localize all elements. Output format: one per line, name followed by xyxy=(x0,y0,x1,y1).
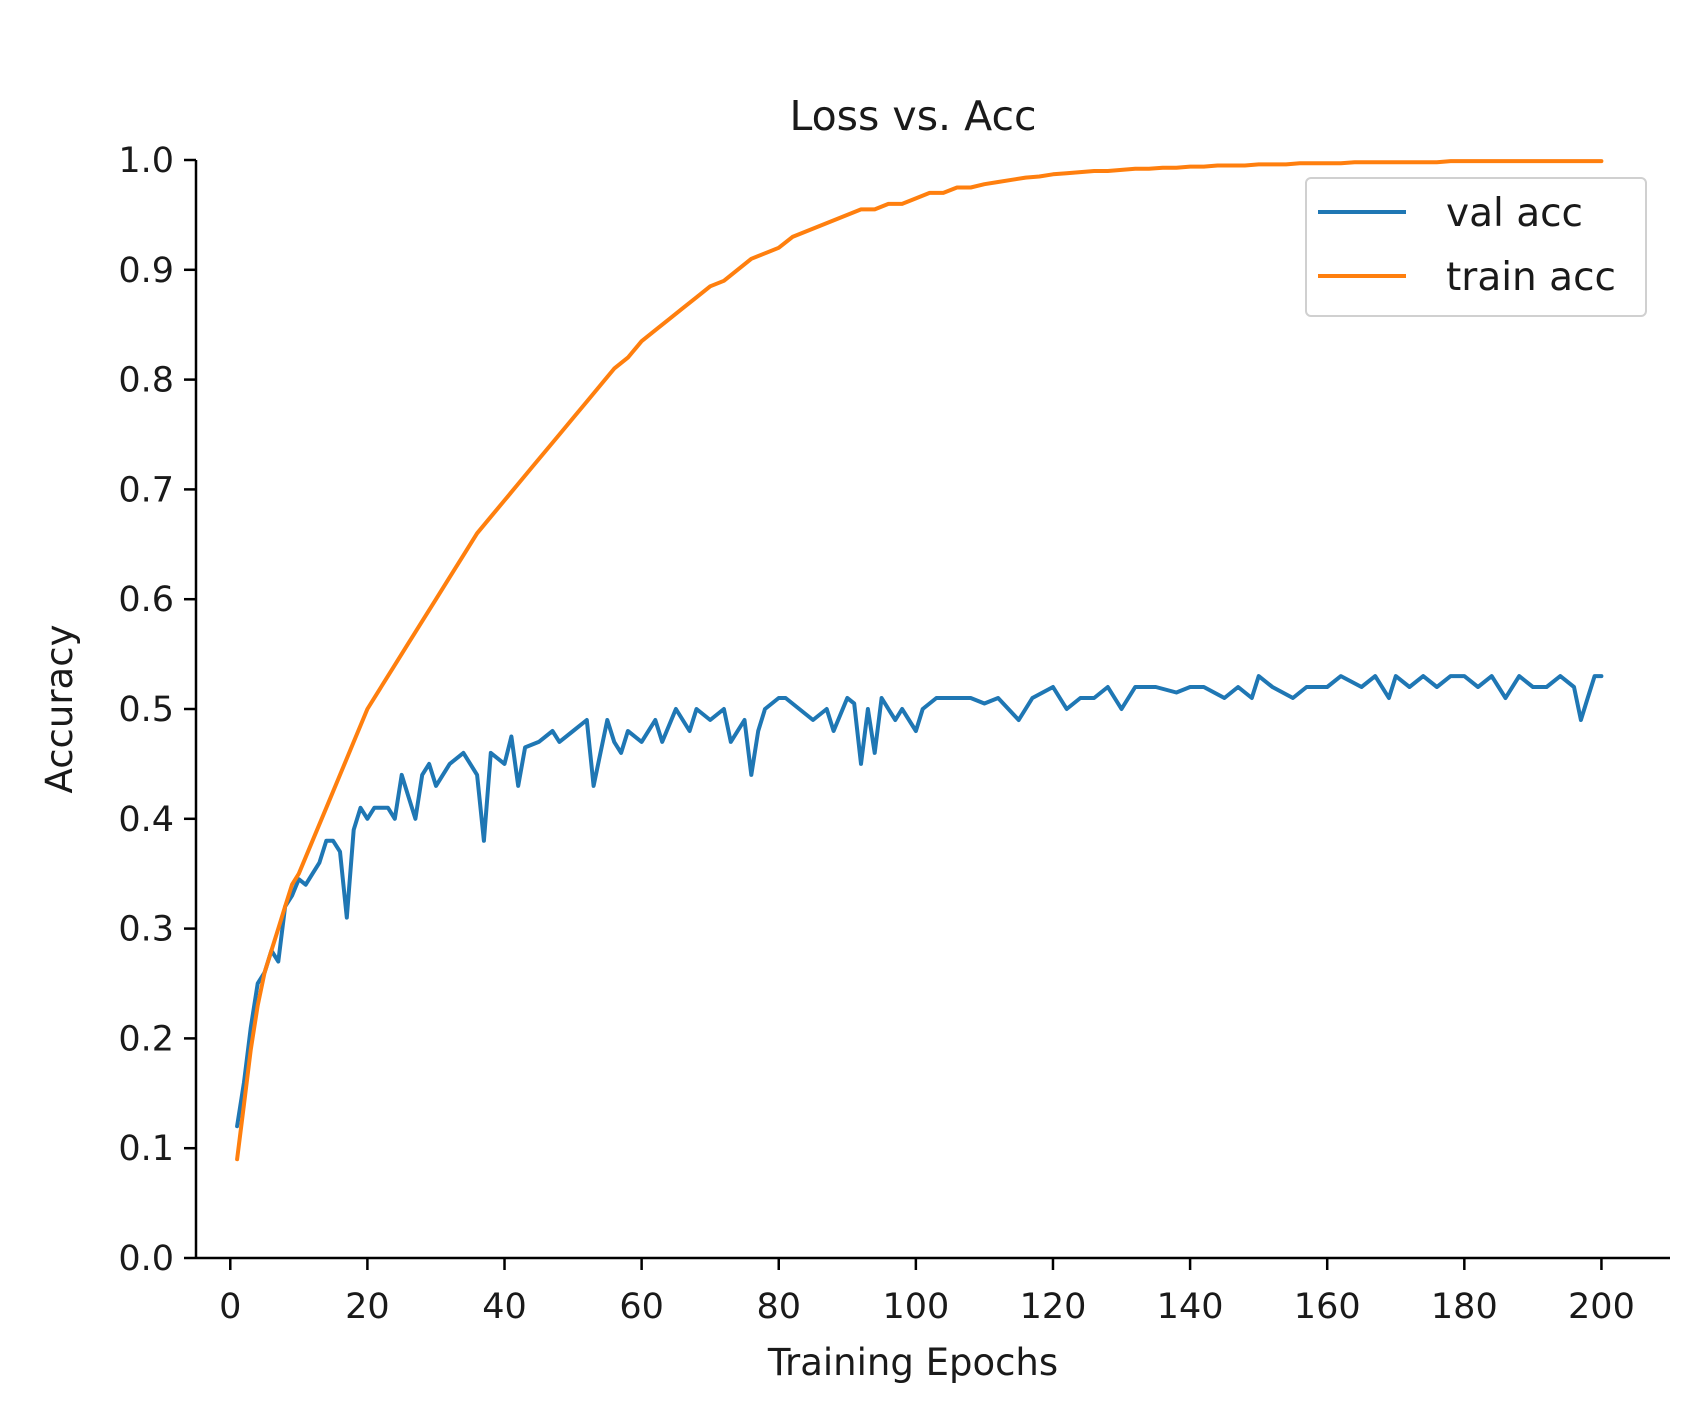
y-tick-label: 0.4 xyxy=(118,800,174,840)
series-group xyxy=(235,159,1604,1162)
x-tick-label: 40 xyxy=(482,1287,527,1327)
y-tick-label: 0.9 xyxy=(118,251,174,291)
x-tick-label: 180 xyxy=(1431,1287,1498,1327)
x-tick-label: 120 xyxy=(1020,1287,1087,1327)
chart-title: Loss vs. Acc xyxy=(789,92,1036,140)
y-tick-label: 0.6 xyxy=(118,580,174,620)
x-tick-label: 0 xyxy=(219,1287,241,1327)
y-axis: 0.0 0.1 0.2 0.3 0.4 0.5 0.6 0.7 0.8 0.9 1.0 xyxy=(118,141,198,1279)
y-tick-label: 0.3 xyxy=(118,910,174,950)
series-line-val-acc xyxy=(235,674,1604,1129)
x-tick-label: 140 xyxy=(1157,1287,1224,1327)
x-tick-label: 200 xyxy=(1568,1287,1635,1327)
x-tick-label: 160 xyxy=(1294,1287,1361,1327)
legend-label-val-acc: val acc xyxy=(1446,191,1583,236)
y-tick-label: 0.1 xyxy=(118,1129,174,1169)
y-tick-label: 1.0 xyxy=(118,141,174,181)
x-axis-label: Training Epochs xyxy=(767,1341,1058,1384)
x-tick-label: 100 xyxy=(882,1287,949,1327)
y-tick-label: 0.7 xyxy=(118,470,174,510)
x-tick-label: 20 xyxy=(345,1287,390,1327)
y-tick-label: 0.8 xyxy=(118,361,174,401)
y-tick-label: 0.2 xyxy=(118,1019,174,1059)
y-axis-label: Accuracy xyxy=(38,625,81,794)
legend-label-train-acc: train acc xyxy=(1446,255,1616,300)
x-axis: 0 20 40 60 80 100 120 140 160 180 200 xyxy=(196,1256,1670,1327)
x-tick-label: 60 xyxy=(619,1287,664,1327)
x-tick-label: 80 xyxy=(756,1287,801,1327)
y-tick-label: 0.5 xyxy=(118,690,174,730)
series-line-train-acc xyxy=(235,159,1604,1162)
legend: val acc train acc xyxy=(1305,177,1647,317)
y-tick-label: 0.0 xyxy=(118,1239,174,1279)
